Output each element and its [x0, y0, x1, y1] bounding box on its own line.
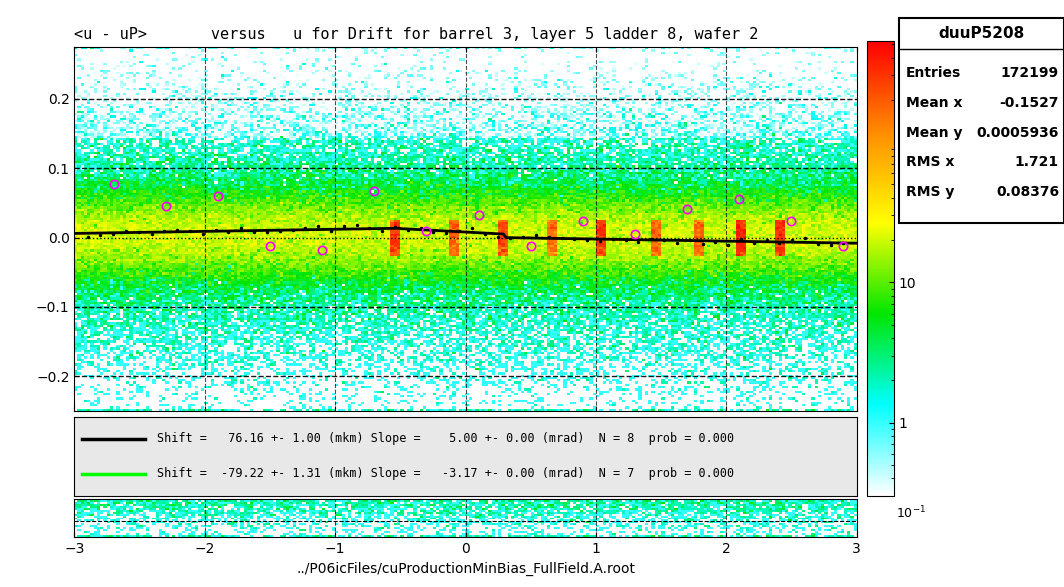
Text: 172199: 172199: [1001, 66, 1059, 80]
Text: 0.0005936: 0.0005936: [977, 126, 1059, 140]
Text: Mean x: Mean x: [905, 96, 962, 110]
Text: Entries: Entries: [905, 66, 961, 80]
Text: Mean y: Mean y: [905, 126, 962, 140]
X-axis label: ../P06icFiles/cuProductionMinBias_FullField.A.root: ../P06icFiles/cuProductionMinBias_FullFi…: [296, 562, 635, 576]
Text: Shift =  -79.22 +- 1.31 (mkm) Slope =   -3.17 +- 0.00 (mrad)  N = 7  prob = 0.00: Shift = -79.22 +- 1.31 (mkm) Slope = -3.…: [156, 467, 734, 480]
Text: RMS y: RMS y: [905, 185, 954, 199]
Text: duuP5208: duuP5208: [938, 25, 1025, 41]
Text: <u - uP>       versus   u for Drift for barrel 3, layer 5 ladder 8, wafer 2: <u - uP> versus u for Drift for barrel 3…: [74, 26, 759, 42]
Text: 0.08376: 0.08376: [996, 185, 1059, 199]
Text: 1.721: 1.721: [1015, 156, 1059, 170]
Text: Shift =   76.16 +- 1.00 (mkm) Slope =    5.00 +- 0.00 (mrad)  N = 8  prob = 0.00: Shift = 76.16 +- 1.00 (mkm) Slope = 5.00…: [156, 433, 734, 446]
Text: RMS x: RMS x: [905, 156, 954, 170]
Text: $10^{-1}$: $10^{-1}$: [896, 505, 927, 522]
Text: -0.1527: -0.1527: [999, 96, 1059, 110]
